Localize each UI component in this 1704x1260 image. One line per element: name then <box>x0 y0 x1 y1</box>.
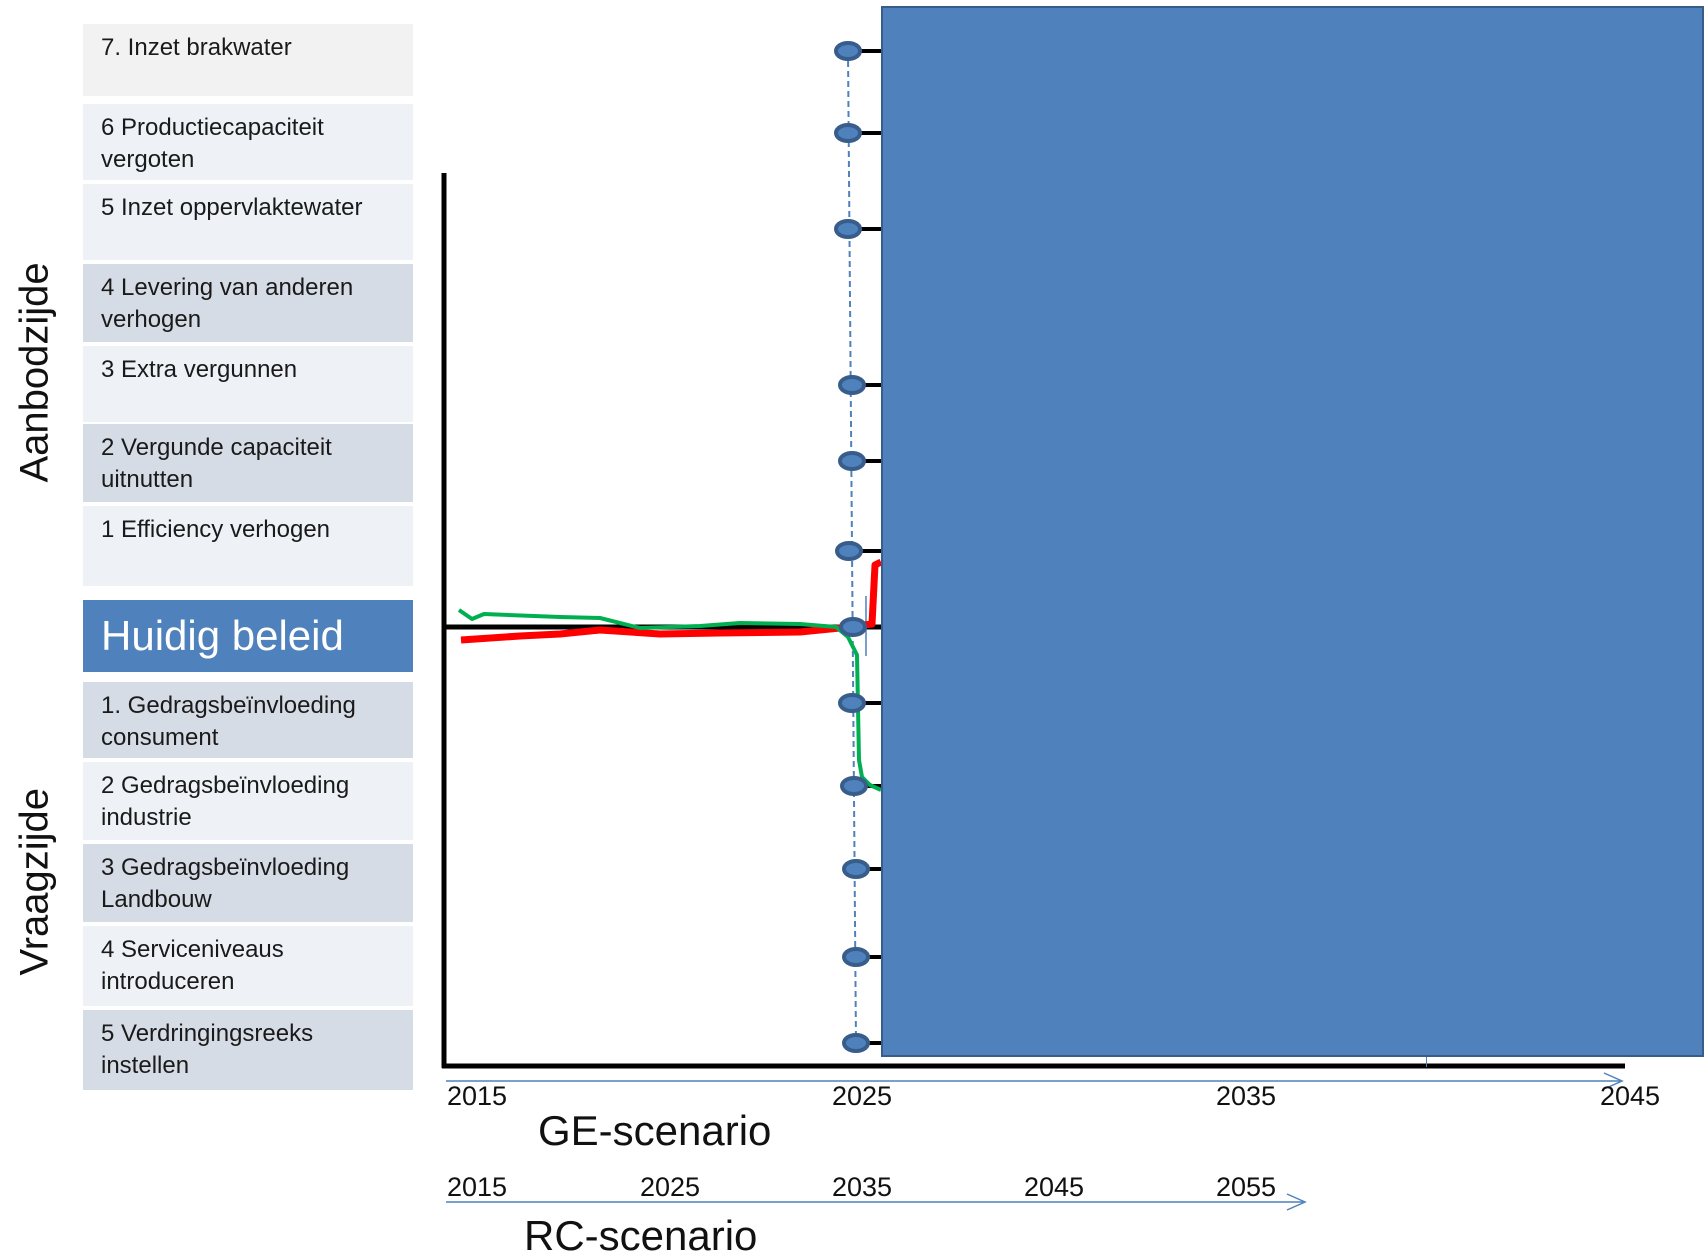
supply-measure-2: 2 Vergunde capaciteit uitnutten <box>83 424 413 502</box>
node-d4 <box>842 947 870 967</box>
demand-measure-2: 2 Gedragsbeïnvloeding industrie <box>83 762 413 840</box>
rc-tick-2015: 2015 <box>447 1172 508 1202</box>
ge-tick-2045: 2045 <box>1600 1081 1661 1111</box>
supply-measure-1: 1 Efficiency verhogen <box>83 506 413 586</box>
ge-tick-2015: 2015 <box>447 1081 508 1111</box>
node-d5 <box>842 1033 870 1053</box>
decision-nodes <box>834 41 870 1053</box>
ge-scenario-label: GE-scenario <box>538 1107 772 1154</box>
node-4 <box>838 375 866 395</box>
demand-measure-4: 4 Serviceniveaus introduceren <box>83 926 413 1006</box>
decision-dashed-line <box>847 50 857 1046</box>
ge-tick-2025: 2025 <box>832 1081 893 1111</box>
supply-measure-7: 7. Inzet brakwater <box>83 24 413 96</box>
node-2 <box>835 541 863 561</box>
supply-measure-6: 6 Productiecapaciteit vergoten <box>83 104 413 180</box>
node-7 <box>834 41 862 61</box>
node-5 <box>834 219 862 239</box>
rc-tick-2055: 2055 <box>1216 1172 1277 1202</box>
node-d1 <box>838 693 866 713</box>
node-6 <box>834 123 862 143</box>
rc-tick-2045: 2045 <box>1024 1172 1085 1202</box>
overlay-box <box>881 6 1704 1057</box>
current-policy-box: Huidig beleid <box>83 600 413 672</box>
rc-tick-2035: 2035 <box>832 1172 893 1202</box>
demand-measure-1: 1. Gedragsbeïnvloeding consument <box>83 682 413 758</box>
overlay-bottom-mark <box>1426 1057 1427 1067</box>
red-line <box>460 558 883 644</box>
rc-arrow-head <box>1286 1193 1307 1211</box>
supply-measure-5: 5 Inzet oppervlaktewater <box>83 184 413 260</box>
supply-measure-4: 4 Levering van anderen verhogen <box>83 264 413 342</box>
node-current <box>839 617 867 637</box>
ge-arrow-head <box>1603 1072 1624 1090</box>
green-line <box>457 608 882 792</box>
rc-scenario-label: RC-scenario <box>524 1212 758 1259</box>
rc-tick-2025: 2025 <box>640 1172 701 1202</box>
node-3 <box>838 451 866 471</box>
demand-measure-3: 3 Gedragsbeïnvloeding Landbouw <box>83 844 413 922</box>
demand-measure-5: 5 Verdringingsreeks instellen <box>83 1010 413 1090</box>
supply-measure-3: 3 Extra vergunnen <box>83 346 413 422</box>
node-d2 <box>840 776 868 796</box>
node-d3 <box>842 859 870 879</box>
ge-tick-2035: 2035 <box>1216 1081 1277 1111</box>
